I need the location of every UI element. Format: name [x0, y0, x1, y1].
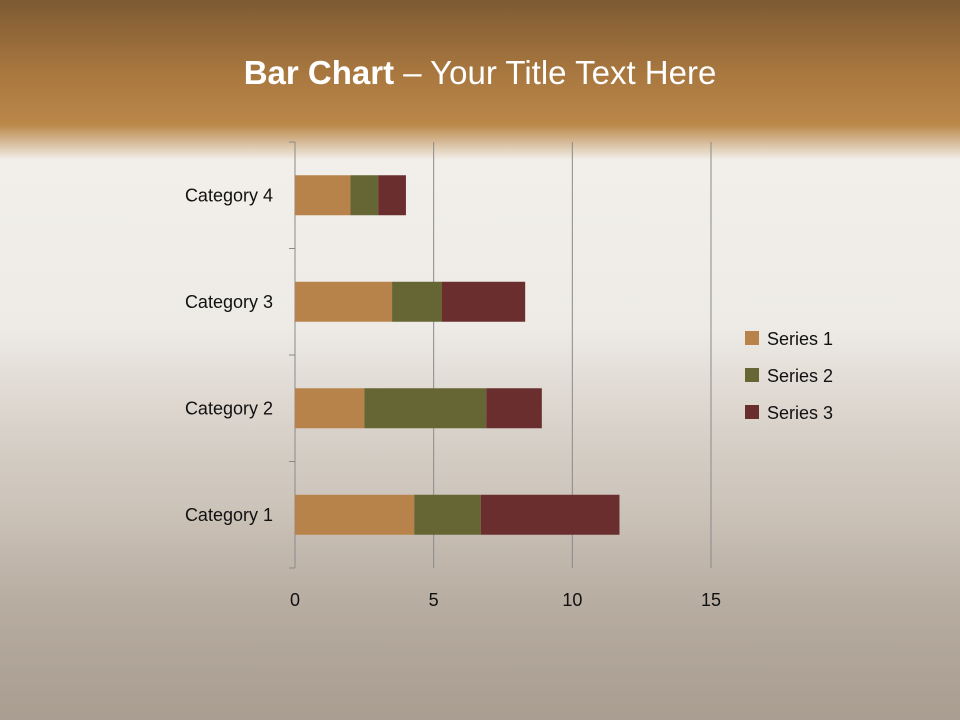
- title-bold: Bar Chart: [243, 54, 395, 91]
- y-category-label: Category 1: [185, 505, 273, 525]
- bar-series-2: [392, 281, 442, 322]
- legend-swatch: [745, 405, 759, 419]
- legend-swatch: [745, 331, 759, 345]
- x-tick-label: 15: [701, 590, 721, 610]
- bar-series-1: [295, 281, 393, 322]
- bar-series-3: [378, 175, 406, 216]
- legend-label: Series 3: [767, 403, 833, 423]
- y-category-label: Category 2: [185, 398, 273, 418]
- y-category-label: Category 3: [185, 292, 273, 312]
- legend-swatch: [745, 368, 759, 382]
- bar-series-2: [350, 175, 379, 216]
- bar-series-1: [295, 388, 365, 429]
- bar-series-3: [480, 494, 620, 535]
- header-band: [0, 0, 960, 160]
- y-category-label: Category 4: [185, 185, 273, 205]
- bar-series-1: [295, 175, 351, 216]
- bar-series-2: [364, 388, 487, 429]
- x-tick-label: 0: [290, 590, 300, 610]
- bar-series-1: [295, 494, 415, 535]
- bar-series-2: [414, 494, 481, 535]
- x-tick-label: 5: [429, 590, 439, 610]
- bar-series-3: [441, 281, 526, 322]
- title-rest: – Your Title Text Here: [394, 54, 717, 91]
- slide-title: Bar Chart – Your Title Text Here: [0, 54, 960, 92]
- bar-series-3: [486, 388, 542, 429]
- x-tick-label: 10: [562, 590, 582, 610]
- legend-label: Series 2: [767, 366, 833, 386]
- legend-label: Series 1: [767, 329, 833, 349]
